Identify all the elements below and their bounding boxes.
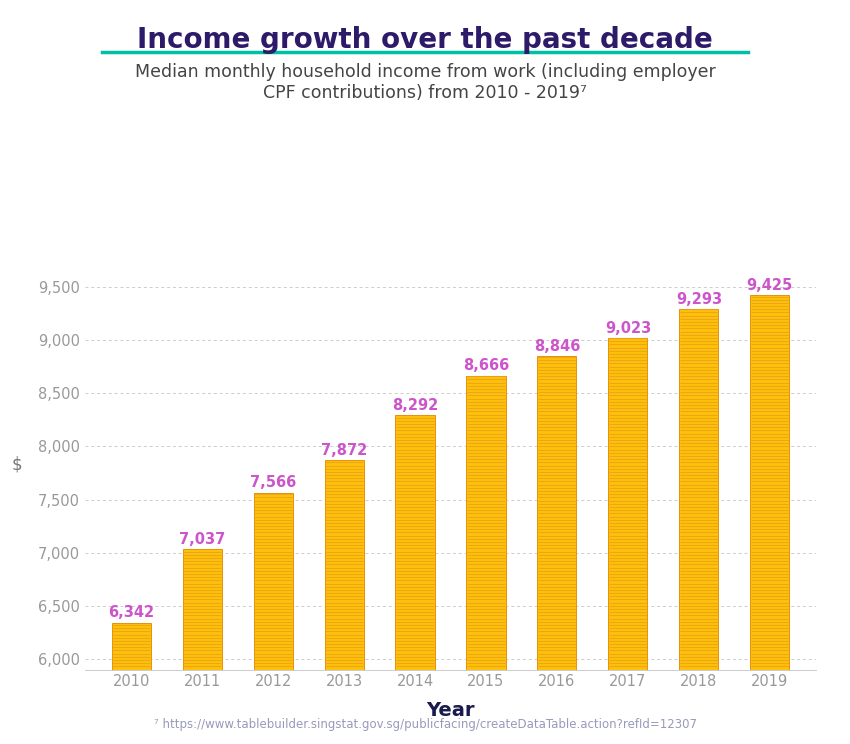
Text: 6,342: 6,342	[108, 606, 154, 620]
Bar	[395, 415, 434, 670]
Text: ⁷ https://www.tablebuilder.singstat.gov.sg/publicfacing/createDataTable.action?r: ⁷ https://www.tablebuilder.singstat.gov.…	[154, 718, 696, 731]
Bar	[325, 460, 364, 670]
Text: 8,292: 8,292	[392, 398, 438, 413]
Bar	[609, 338, 648, 670]
Bar	[751, 295, 790, 670]
Bar	[537, 356, 576, 670]
Bar	[111, 623, 150, 670]
Bar	[679, 309, 718, 670]
Text: 7,037: 7,037	[179, 532, 225, 547]
Text: 8,846: 8,846	[534, 339, 581, 354]
Text: 9,425: 9,425	[747, 278, 793, 293]
Bar	[253, 493, 292, 670]
Text: Median monthly household income from work (including employer
CPF contributions): Median monthly household income from wor…	[134, 63, 716, 102]
X-axis label: Year: Year	[426, 701, 475, 719]
Text: 9,023: 9,023	[605, 321, 651, 336]
Text: 7,566: 7,566	[250, 475, 296, 490]
Text: 7,872: 7,872	[321, 443, 367, 458]
Bar	[183, 549, 222, 670]
Y-axis label: $: $	[12, 456, 22, 474]
Text: Income growth over the past decade: Income growth over the past decade	[137, 26, 713, 54]
Text: 8,666: 8,666	[463, 359, 509, 373]
Bar	[467, 376, 506, 670]
Text: 9,293: 9,293	[676, 292, 722, 307]
